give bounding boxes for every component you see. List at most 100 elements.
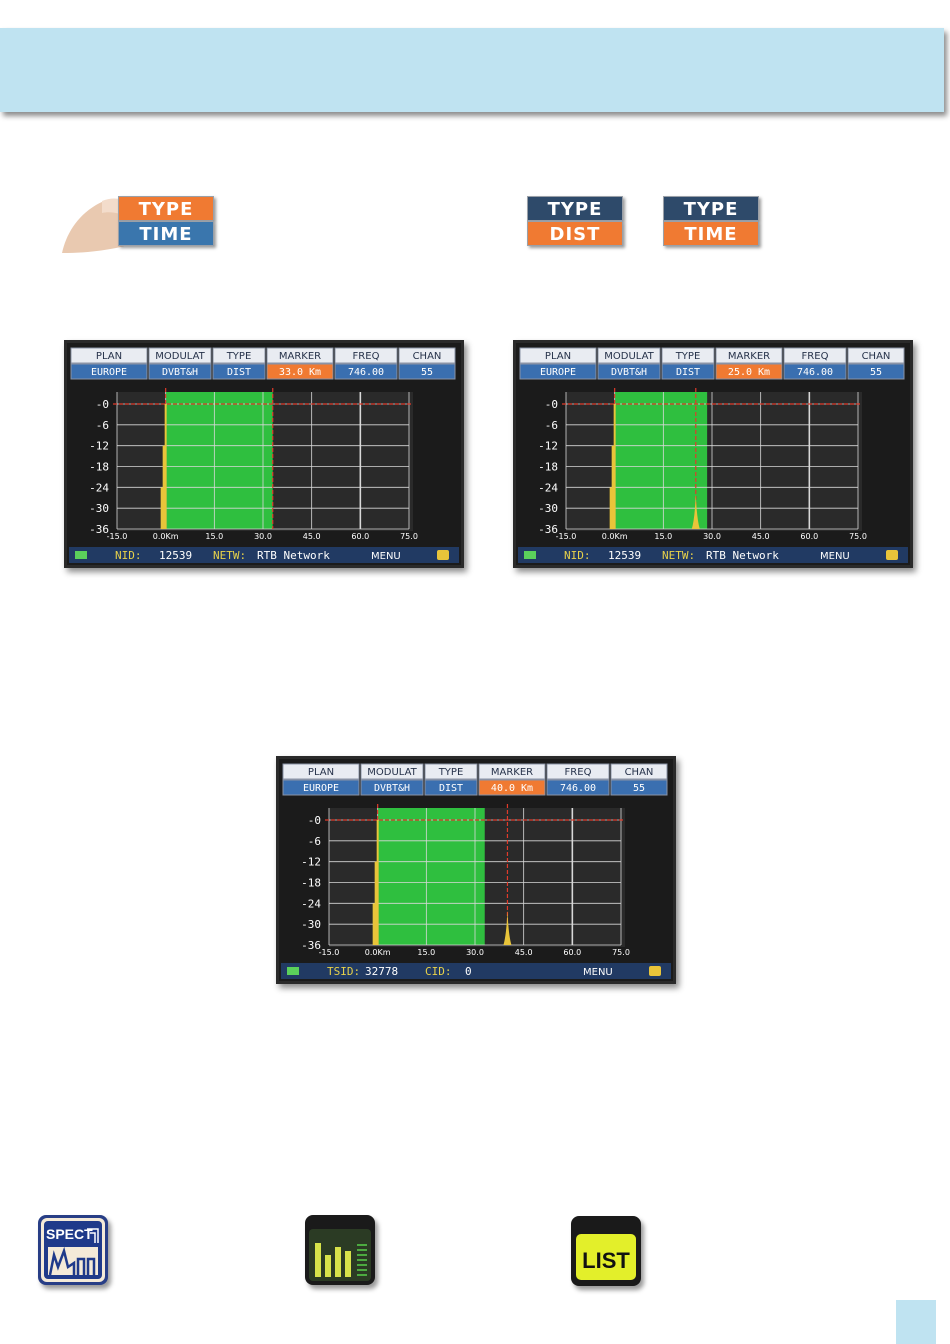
main-echo-peak bbox=[160, 404, 167, 529]
title-banner bbox=[0, 28, 944, 112]
x-tick-label: 15.0 bbox=[654, 532, 672, 541]
y-tick-label: -12 bbox=[89, 440, 109, 453]
header-value: 746.00 bbox=[797, 367, 833, 378]
header-cell bbox=[610, 763, 668, 780]
y-tick-label: -18 bbox=[538, 461, 558, 474]
y-tick-label: -18 bbox=[89, 461, 109, 474]
type-button[interactable]: TYPE bbox=[118, 196, 214, 221]
y-tick-label: -6 bbox=[545, 419, 558, 432]
dist-button[interactable]: DIST bbox=[527, 221, 623, 246]
list-icon[interactable]: LIST bbox=[571, 1216, 641, 1286]
footer-label-2: NETW: bbox=[662, 549, 695, 562]
y-tick-label: -0 bbox=[308, 814, 321, 827]
header-cell bbox=[148, 347, 212, 364]
type-button[interactable]: TYPE bbox=[527, 196, 623, 221]
header-label: MARKER bbox=[728, 351, 770, 362]
header-cell bbox=[212, 347, 266, 364]
footer-value-1: 12539 bbox=[159, 549, 192, 562]
y-tick-label: -12 bbox=[301, 856, 321, 869]
value-cell bbox=[424, 779, 478, 796]
value-cell bbox=[334, 363, 398, 380]
y-tick-label: -36 bbox=[89, 523, 109, 536]
value-cell bbox=[783, 363, 847, 380]
spect-icon[interactable]: SPECT bbox=[38, 1215, 108, 1285]
value-cell bbox=[546, 779, 610, 796]
value-cell bbox=[282, 779, 360, 796]
header-cell bbox=[546, 763, 610, 780]
x-tick-label: 0.0Km bbox=[602, 532, 628, 541]
header-value: 55 bbox=[421, 367, 433, 378]
footer-value-2: RTB Network bbox=[257, 549, 330, 562]
footer-label-2: CID: bbox=[425, 965, 452, 978]
echo-peak bbox=[503, 910, 512, 945]
x-tick-label: 45.0 bbox=[515, 948, 533, 957]
green-window bbox=[614, 392, 708, 529]
analyzer-svg: PLAN EUROPE MODULAT DVBT&H TYPE DIST MARKER 40.… bbox=[279, 759, 673, 981]
x-tick-label: 0.0Km bbox=[153, 532, 179, 541]
marker-value-cell bbox=[715, 363, 783, 380]
header-value: DIST bbox=[439, 783, 463, 794]
time-button[interactable]: TIME bbox=[663, 221, 759, 246]
menu-label: MENU bbox=[583, 967, 613, 978]
footer-value-2: RTB Network bbox=[706, 549, 779, 562]
lock-icon bbox=[886, 550, 898, 560]
battery-icon bbox=[287, 967, 299, 975]
x-tick-label: 60.0 bbox=[351, 532, 369, 541]
header-cell bbox=[661, 347, 715, 364]
header-cell bbox=[360, 763, 424, 780]
x-tick-label: 45.0 bbox=[752, 532, 770, 541]
header-label: TYPE bbox=[438, 767, 464, 778]
marker-value: 33.0 Km bbox=[279, 367, 321, 378]
value-cell bbox=[70, 363, 148, 380]
header-label: PLAN bbox=[545, 351, 571, 362]
header-value: DVBT&H bbox=[374, 783, 410, 794]
header-value: DVBT&H bbox=[162, 367, 198, 378]
header-label: CHAN bbox=[862, 351, 891, 362]
marker-value-cell bbox=[266, 363, 334, 380]
header-value: 746.00 bbox=[348, 367, 384, 378]
lock-icon bbox=[649, 966, 661, 976]
analyzer-svg: PLAN EUROPE MODULAT DVBT&H TYPE DIST MARKER 25.… bbox=[516, 343, 910, 565]
header-value: 55 bbox=[870, 367, 882, 378]
header-cell bbox=[847, 347, 905, 364]
x-tick-label: -15.0 bbox=[319, 948, 340, 957]
header-label: FREQ bbox=[353, 351, 380, 362]
screen-1: PLAN EUROPE MODULAT DVBT&H TYPE DIST MARKER 33.… bbox=[64, 340, 464, 568]
header-label: MODULAT bbox=[155, 351, 205, 362]
y-tick-label: -0 bbox=[96, 398, 109, 411]
header-label: FREQ bbox=[565, 767, 592, 778]
y-tick-label: -6 bbox=[96, 419, 109, 432]
header-value: DIST bbox=[227, 367, 251, 378]
marker-value: 25.0 Km bbox=[728, 367, 770, 378]
y-tick-label: -30 bbox=[301, 918, 321, 931]
x-tick-label: 30.0 bbox=[254, 532, 272, 541]
type-button[interactable]: TYPE bbox=[663, 196, 759, 221]
header-cell bbox=[282, 763, 360, 780]
footer-value-2: 0 bbox=[465, 965, 472, 978]
x-tick-label: 30.0 bbox=[466, 948, 484, 957]
x-tick-label: 0.0Km bbox=[365, 948, 391, 957]
header-label: PLAN bbox=[308, 767, 334, 778]
type-dist-button-group[interactable]: TYPE DIST bbox=[527, 196, 623, 246]
x-tick-label: 60.0 bbox=[800, 532, 818, 541]
y-tick-label: -12 bbox=[538, 440, 558, 453]
bar-meter-icon[interactable] bbox=[305, 1215, 375, 1285]
main-echo-peak bbox=[609, 404, 616, 529]
footer-label-1: NID: bbox=[115, 549, 142, 562]
x-tick-label: 30.0 bbox=[703, 532, 721, 541]
header-label: TYPE bbox=[675, 351, 701, 362]
header-value: DIST bbox=[676, 367, 700, 378]
value-cell bbox=[597, 363, 661, 380]
header-label: MARKER bbox=[279, 351, 321, 362]
x-tick-label: 45.0 bbox=[303, 532, 321, 541]
value-cell bbox=[398, 363, 456, 380]
marker-value-cell bbox=[478, 779, 546, 796]
y-tick-label: -30 bbox=[538, 502, 558, 515]
header-label: MARKER bbox=[491, 767, 533, 778]
y-tick-label: -0 bbox=[545, 398, 558, 411]
time-button[interactable]: TIME bbox=[118, 221, 214, 246]
type-time-button-group-left[interactable]: TYPE TIME bbox=[118, 196, 214, 246]
x-tick-label: 15.0 bbox=[205, 532, 223, 541]
footer-value-1: 12539 bbox=[608, 549, 641, 562]
type-time-button-group-right[interactable]: TYPE TIME bbox=[663, 196, 759, 246]
